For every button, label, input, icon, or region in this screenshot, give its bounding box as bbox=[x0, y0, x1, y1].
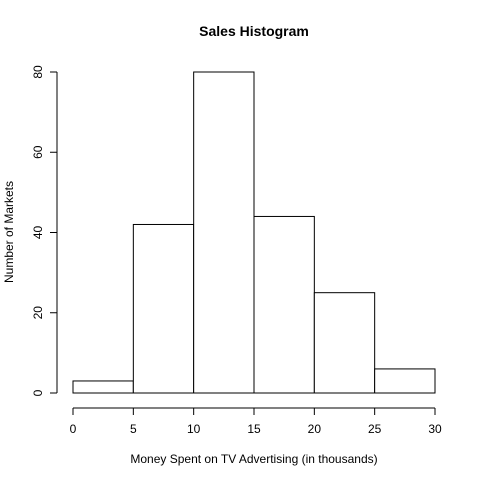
y-tick-label: 80 bbox=[31, 65, 45, 79]
histogram-bar bbox=[132, 223, 195, 394]
x-axis-label: Money Spent on TV Advertising (in thousa… bbox=[130, 452, 377, 466]
histogram-bar bbox=[193, 71, 255, 394]
x-tick-label: 10 bbox=[187, 422, 201, 436]
y-tick-label: 0 bbox=[31, 389, 45, 396]
x-tick-label: 30 bbox=[428, 422, 442, 436]
x-tick-label: 0 bbox=[70, 422, 77, 436]
y-axis: 0 20 40 60 80 bbox=[31, 65, 58, 396]
x-tick-label: 15 bbox=[247, 422, 261, 436]
x-tick-label: 25 bbox=[368, 422, 382, 436]
histogram-bar bbox=[313, 292, 376, 394]
histogram-bar bbox=[72, 380, 134, 394]
y-tick-label: 20 bbox=[31, 306, 45, 320]
histogram-bar bbox=[253, 215, 315, 394]
histogram-bar bbox=[374, 368, 436, 394]
x-axis: 0 5 10 15 20 25 30 bbox=[70, 407, 442, 436]
chart-title: Sales Histogram bbox=[199, 23, 309, 39]
y-tick-label: 40 bbox=[31, 226, 45, 240]
y-axis-label: Number of Markets bbox=[2, 181, 16, 283]
bars-group bbox=[72, 71, 436, 394]
x-tick-label: 5 bbox=[130, 422, 137, 436]
x-tick-label: 20 bbox=[308, 422, 322, 436]
y-tick-label: 60 bbox=[31, 145, 45, 159]
